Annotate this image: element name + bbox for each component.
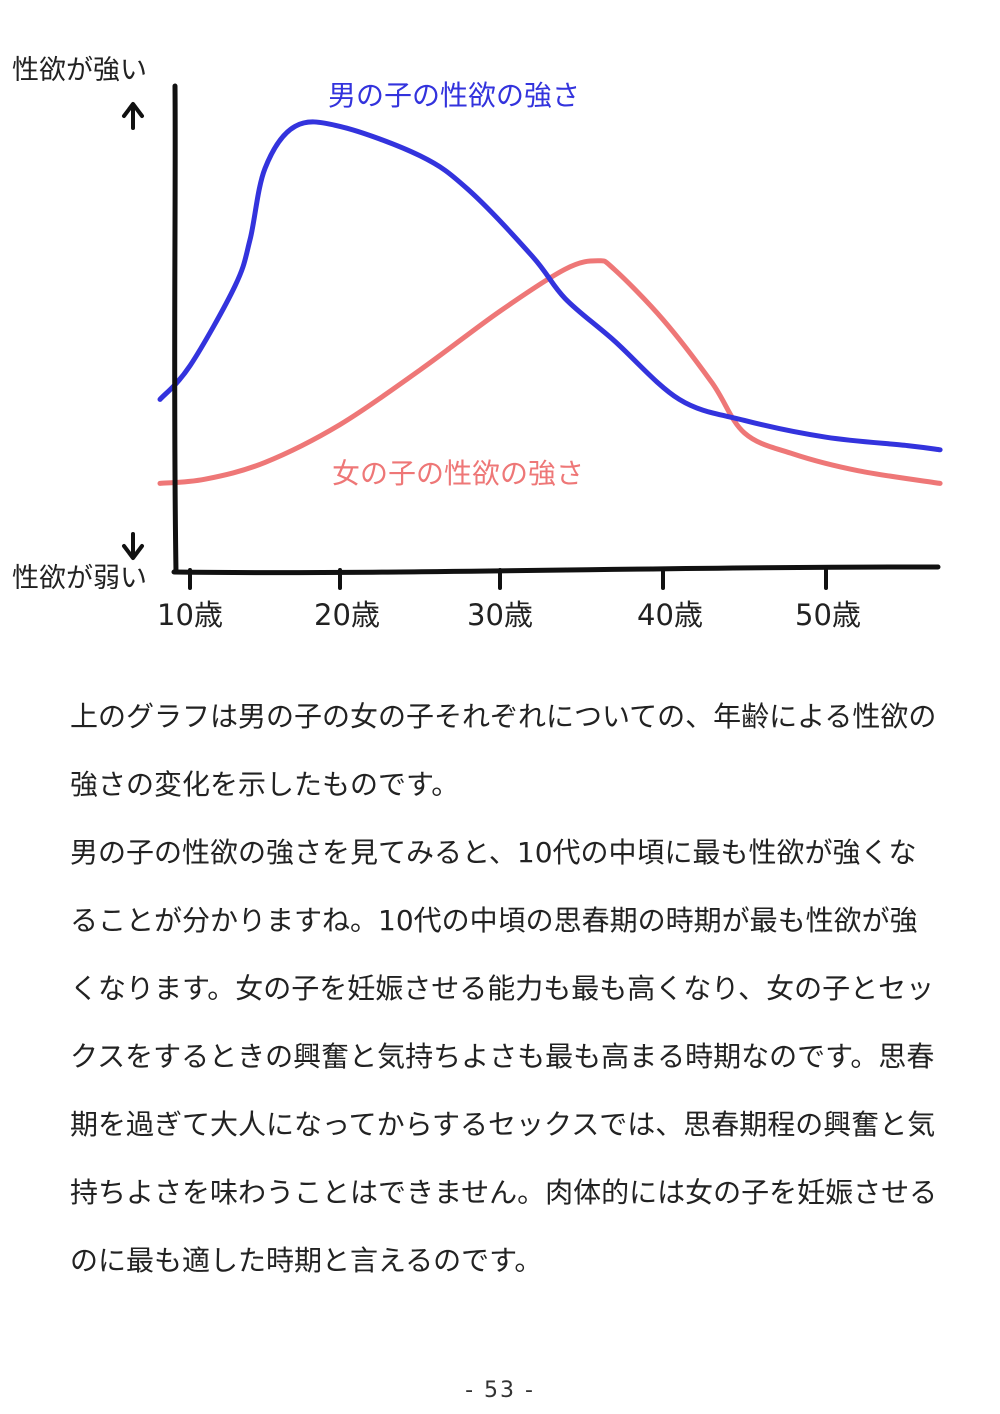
series-label-boys: 男の子の性欲の強さ [328,79,581,112]
series-line-boys [157,119,943,453]
paragraph: 男の子の性欲の強さを見てみると、10代の中頃に最も性欲が強くなることが分かります… [70,836,938,1277]
body-text: 上のグラフは男の子の女の子それぞれについての、年齢による性欲の強さの変化を示した… [70,683,940,1295]
y-axis-label-weak: 性欲が弱い [12,563,147,594]
x-tick-label: 40歳 [637,598,703,632]
x-tick-label: 50歳 [795,598,861,632]
x-tick-label: 10歳 [157,598,223,632]
down-arrow-icon [122,532,144,560]
y-axis [172,83,179,575]
y-axis-label-strong: 性欲が強い [12,55,147,86]
x-axis [171,564,941,576]
x-tick-label: 20歳 [314,598,380,632]
series-label-girls: 女の子の性欲の強さ [332,457,585,490]
page-number: - 53 - [465,1378,535,1403]
up-arrow-icon [122,102,144,130]
x-tick-label: 30歳 [467,598,533,632]
paragraph: 上のグラフは男の子の女の子それぞれについての、年齢による性欲の強さの変化を示した… [70,700,937,801]
series-line-girls [157,258,943,486]
chart [122,83,943,590]
